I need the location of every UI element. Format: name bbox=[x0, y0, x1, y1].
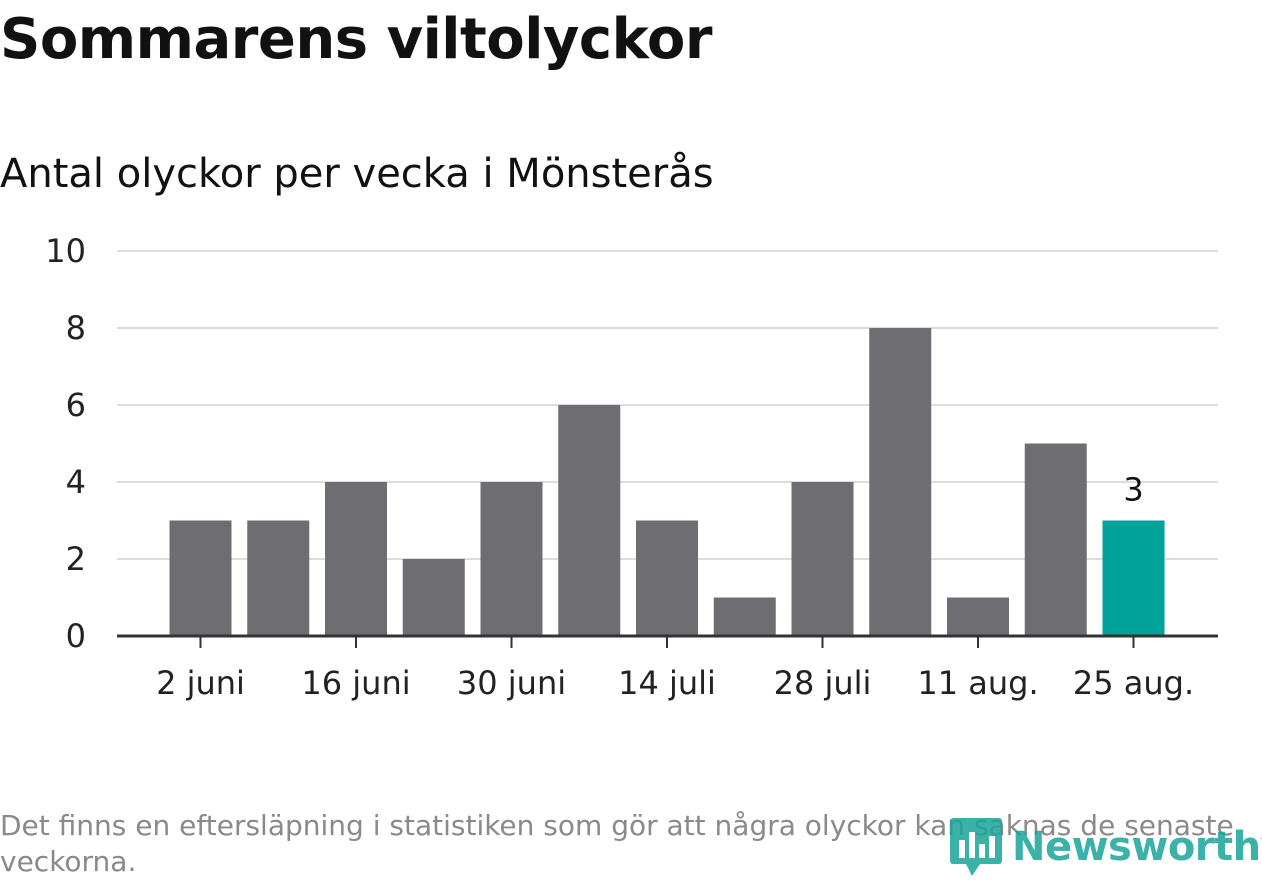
x-tick-label: 2 juni bbox=[156, 664, 245, 702]
bar-3 bbox=[402, 559, 465, 636]
x-tick-label: 16 juni bbox=[301, 664, 410, 702]
y-tick-label: 0 bbox=[66, 617, 86, 655]
bar-0 bbox=[169, 520, 232, 636]
newsworthy-logo: Newsworthy bbox=[950, 816, 1262, 878]
bar-7 bbox=[713, 597, 776, 636]
axes bbox=[117, 634, 1218, 648]
x-tick-label: 11 aug. bbox=[917, 664, 1038, 702]
highlight-value-label: 3 bbox=[1123, 471, 1143, 509]
bar-12 bbox=[1102, 520, 1165, 636]
newsworthy-logo-icon bbox=[950, 818, 1002, 876]
bar-11 bbox=[1024, 443, 1087, 636]
bar-9 bbox=[869, 328, 932, 636]
bar-1 bbox=[247, 520, 310, 636]
y-tick-label: 8 bbox=[66, 309, 86, 347]
x-tick-label: 14 juli bbox=[618, 664, 716, 702]
bar-4 bbox=[480, 482, 543, 636]
bar-2 bbox=[325, 482, 387, 636]
y-tick-label: 10 bbox=[45, 232, 86, 270]
chart-title: Sommarens viltolyckor bbox=[0, 7, 712, 72]
bar-8 bbox=[791, 482, 854, 636]
chart-subtitle: Antal olyckor per vecka i Mönsterås bbox=[0, 151, 714, 197]
x-tick-label: 28 juli bbox=[774, 664, 872, 702]
x-tick-label: 25 aug. bbox=[1073, 664, 1194, 702]
y-tick-label: 2 bbox=[66, 540, 86, 578]
bar-5 bbox=[558, 405, 621, 636]
footnote: Det finns en eftersläpning i statistiken… bbox=[0, 809, 1234, 878]
x-tick-label: 30 juni bbox=[457, 664, 566, 702]
y-tick-label: 4 bbox=[66, 463, 86, 501]
newsworthy-logo-text: Newsworthy bbox=[1012, 824, 1262, 870]
y-tick-label: 6 bbox=[66, 386, 86, 424]
bar-6 bbox=[636, 520, 698, 636]
bars bbox=[169, 328, 1165, 636]
bar-10 bbox=[947, 597, 1009, 636]
labels: 0 2 4 6 8 10 3 2 juni 16 juni 30 juni 14 juli 28 ju… bbox=[45, 232, 1194, 702]
